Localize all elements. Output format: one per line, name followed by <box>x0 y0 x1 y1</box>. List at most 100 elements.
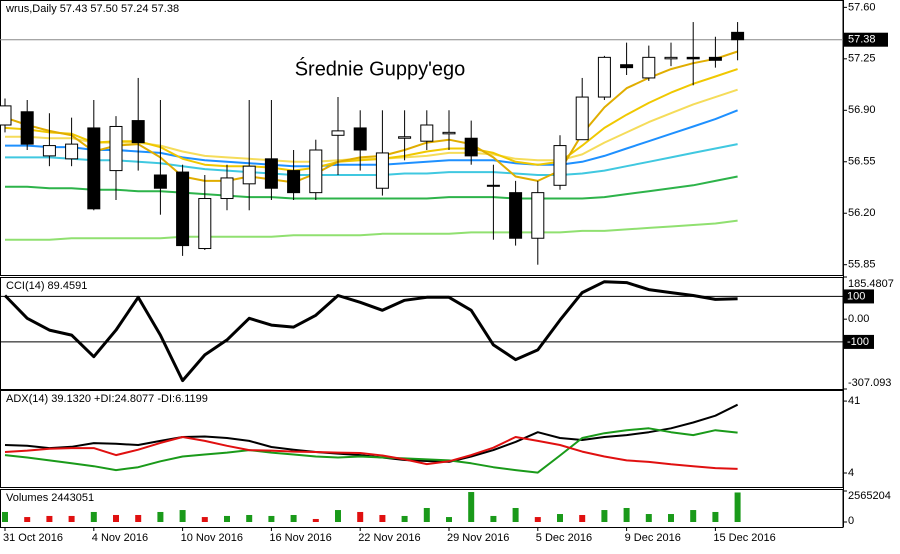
y-tick-label: 41 <box>848 395 860 407</box>
y-tick-label: 55.85 <box>848 259 876 271</box>
y-tick-label: 0.00 <box>848 313 869 325</box>
volume-bar <box>68 515 75 522</box>
x-tick-label: 22 Nov 2016 <box>358 532 420 544</box>
volume-bar <box>446 517 452 522</box>
y-tick-label: 56.55 <box>848 156 876 168</box>
indicator-line <box>3 280 738 383</box>
x-tick-label: 31 Oct 2016 <box>3 532 63 544</box>
candle-body <box>597 56 611 98</box>
panel-header: ADX(14) 39.1320 +DI:24.8077 -DI:6.1199 <box>6 393 208 405</box>
x-tick-label: 9 Dec 2016 <box>625 532 681 544</box>
volume-bar <box>423 507 430 522</box>
volume-bar <box>357 511 364 522</box>
volume-bar <box>490 515 497 522</box>
panel-header: wrus,Daily 57.43 57.50 57.24 57.38 <box>5 3 179 15</box>
candle-body <box>87 127 101 210</box>
volume-bar <box>401 515 408 522</box>
annotation: Średnie Guppy'ego <box>295 56 466 80</box>
volume-bar <box>668 514 674 522</box>
x-tick-label: 15 Dec 2016 <box>713 532 775 544</box>
y-tick-label: 0 <box>848 515 854 527</box>
indicator-line <box>5 143 738 176</box>
volume-bar <box>90 511 97 522</box>
volume-bar <box>113 514 119 522</box>
candle-body <box>398 136 412 139</box>
volume-bar <box>379 514 386 522</box>
candle-body <box>575 96 589 141</box>
volume-bar <box>201 517 208 522</box>
candle-body <box>264 158 278 189</box>
current-price-box <box>844 32 888 47</box>
volume-bar <box>157 511 164 522</box>
y-tick-label: 56.90 <box>848 104 876 116</box>
candle-body <box>220 177 234 200</box>
candle-body <box>620 64 634 69</box>
candle-body <box>109 125 123 172</box>
candle-body <box>731 31 745 41</box>
candle-body <box>42 145 56 157</box>
candle-body <box>331 130 345 136</box>
volume-bar <box>468 492 475 522</box>
candle-body <box>686 56 700 60</box>
y-tick-label: 57.25 <box>848 53 876 65</box>
x-tick-label: 4 Nov 2016 <box>92 532 148 544</box>
x-tick-label: 5 Dec 2016 <box>536 532 592 544</box>
volume-bar <box>312 518 319 522</box>
candle-body <box>531 192 545 239</box>
volume-bar <box>712 511 719 522</box>
volume-bar <box>224 515 230 522</box>
candle-body <box>153 174 167 189</box>
candle-body <box>309 149 323 194</box>
volume-bar <box>734 492 741 522</box>
indicator-line <box>4 427 738 474</box>
volume-bar <box>579 514 586 522</box>
y-tick-label: -307.093 <box>848 377 891 389</box>
candle-body <box>131 120 145 144</box>
y-tick-label: 57.60 <box>848 1 876 13</box>
volume-bar <box>2 511 8 522</box>
y-tick-label: 185.4807 <box>848 278 894 290</box>
x-tick-label: 29 Nov 2016 <box>447 532 509 544</box>
candle-body <box>20 111 34 145</box>
volume-bar <box>335 510 341 522</box>
volume-bar <box>512 507 519 522</box>
indicator-line <box>5 109 738 168</box>
volume-bar <box>690 510 697 522</box>
candle-body <box>198 198 212 250</box>
candle-body <box>642 56 656 79</box>
volume-bar <box>645 514 652 522</box>
candle-body <box>420 124 434 142</box>
indicator-line <box>4 68 738 172</box>
y-tick-label: 2565204 <box>848 490 891 502</box>
level-box <box>844 289 874 304</box>
candle-body <box>664 56 678 60</box>
candle-body <box>287 170 301 194</box>
level-box <box>844 334 874 349</box>
candle-body <box>442 131 456 135</box>
x-tick-label: 16 Nov 2016 <box>269 532 331 544</box>
volume-bar <box>557 514 563 522</box>
candle-body <box>176 171 190 247</box>
indicator-line <box>5 219 738 241</box>
candle-body <box>509 192 523 239</box>
volume-bar <box>46 515 53 522</box>
indicator-line <box>5 175 738 200</box>
candle-body <box>65 143 79 160</box>
y-tick-label: 4 <box>848 467 854 479</box>
level-label: -100 <box>847 336 869 348</box>
volume-bar <box>24 517 31 522</box>
indicator-line <box>4 50 738 184</box>
volume-bar <box>601 510 608 522</box>
volume-bar <box>623 507 630 522</box>
volume-bar <box>268 515 275 522</box>
y-tick-label: 56.20 <box>848 207 876 219</box>
volume-bar <box>290 514 297 522</box>
volume-bar <box>246 514 253 522</box>
candle-body <box>486 184 500 187</box>
candle-body <box>464 137 478 157</box>
candle-body <box>0 105 12 126</box>
level-label: 100 <box>847 290 865 302</box>
volume-bar <box>135 514 142 522</box>
current-price-label: 57.38 <box>848 34 876 46</box>
